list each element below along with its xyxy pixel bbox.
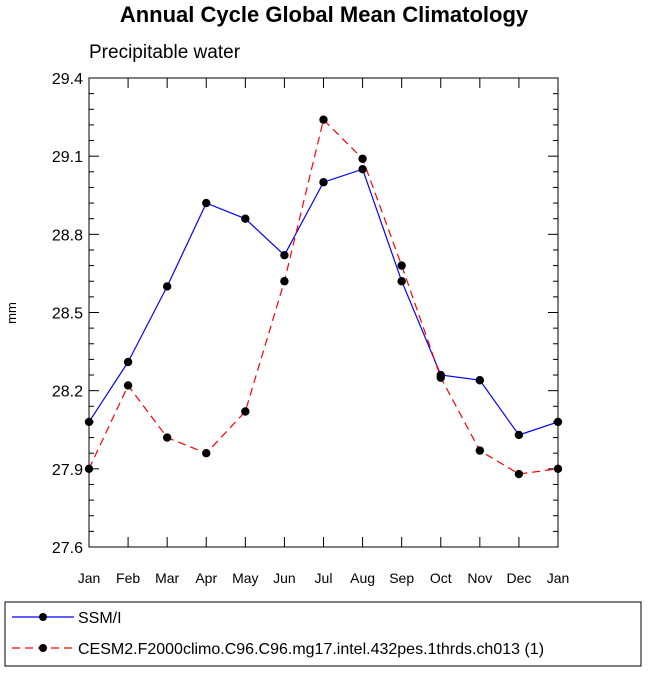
chart-title: Annual Cycle Global Mean Climatology [120,2,529,27]
x-tick-label: Jul [315,570,333,586]
series-0-point [202,198,211,208]
y-tick-label: 29.4 [52,71,83,88]
y-tick-label: 29.1 [52,149,83,166]
series-1-point [553,464,563,474]
series-1-point [241,407,250,416]
series-1-point [280,277,289,286]
series-0-point [358,164,367,174]
series-1-point [202,449,211,458]
legend-label-ssmi: SSM/I [78,610,122,627]
series-0-point [123,357,133,367]
series-layer [84,115,563,479]
series-0-point [162,282,172,291]
chart-subtitle: Precipitable water [89,42,241,63]
y-tick-label: 28.5 [52,306,83,323]
x-tick-label: Jun [273,570,296,586]
series-1-point [162,433,172,442]
series-1-point [358,154,367,163]
series-line-1 [88,118,559,475]
y-tick-label: 27.9 [52,462,83,479]
x-tick-label: Aug [350,570,375,586]
series-0-point [475,376,485,385]
series-0-point [84,417,94,427]
series-0-point [319,178,328,187]
series-0-point [514,430,524,440]
series-1-point [84,464,94,474]
series-1-point [514,469,524,479]
y-tick-label: 28.8 [52,227,83,244]
series-0-point [280,250,289,260]
y-axis-label: mm [4,302,19,324]
series-1-point [397,261,406,270]
legend-marker-ssmi [39,613,47,621]
legend-box [4,601,642,667]
x-tick-label: Sep [389,570,414,586]
y-tick-label: 28.2 [52,384,83,401]
series-0-point [397,277,406,286]
x-tick-label: Jan [78,570,101,586]
series-1-point [123,381,133,390]
series-line-0 [88,168,559,436]
x-tick-label: Mar [155,570,179,586]
x-tick-label: Nov [467,570,492,586]
series-1-point [319,115,328,124]
legend-marker-cesm2 [39,644,47,652]
series-1-point [475,446,485,455]
legend-label-cesm2: CESM2.F2000climo.C96.C96.mg17.intel.432p… [78,641,544,658]
legend: SSM/I CESM2.F2000climo.C96.C96.mg17.inte… [4,601,642,667]
y-tick-label: 27.6 [52,540,83,557]
series-1-point [436,373,445,382]
x-tick-label: Dec [506,570,531,586]
x-tick-label: Apr [195,570,217,586]
plot-frame [88,77,559,548]
x-tick-label: Jan [547,570,570,586]
series-0-point [241,214,250,223]
axes: 27.6 27.9 28.2 28.5 28.8 29.1 29.4 Jan Feb Mar Apr… [52,71,569,586]
x-tick-label: Oct [430,570,452,586]
x-tick-label: May [232,570,258,586]
series-0-point [553,417,563,427]
x-tick-label: Feb [116,570,140,586]
